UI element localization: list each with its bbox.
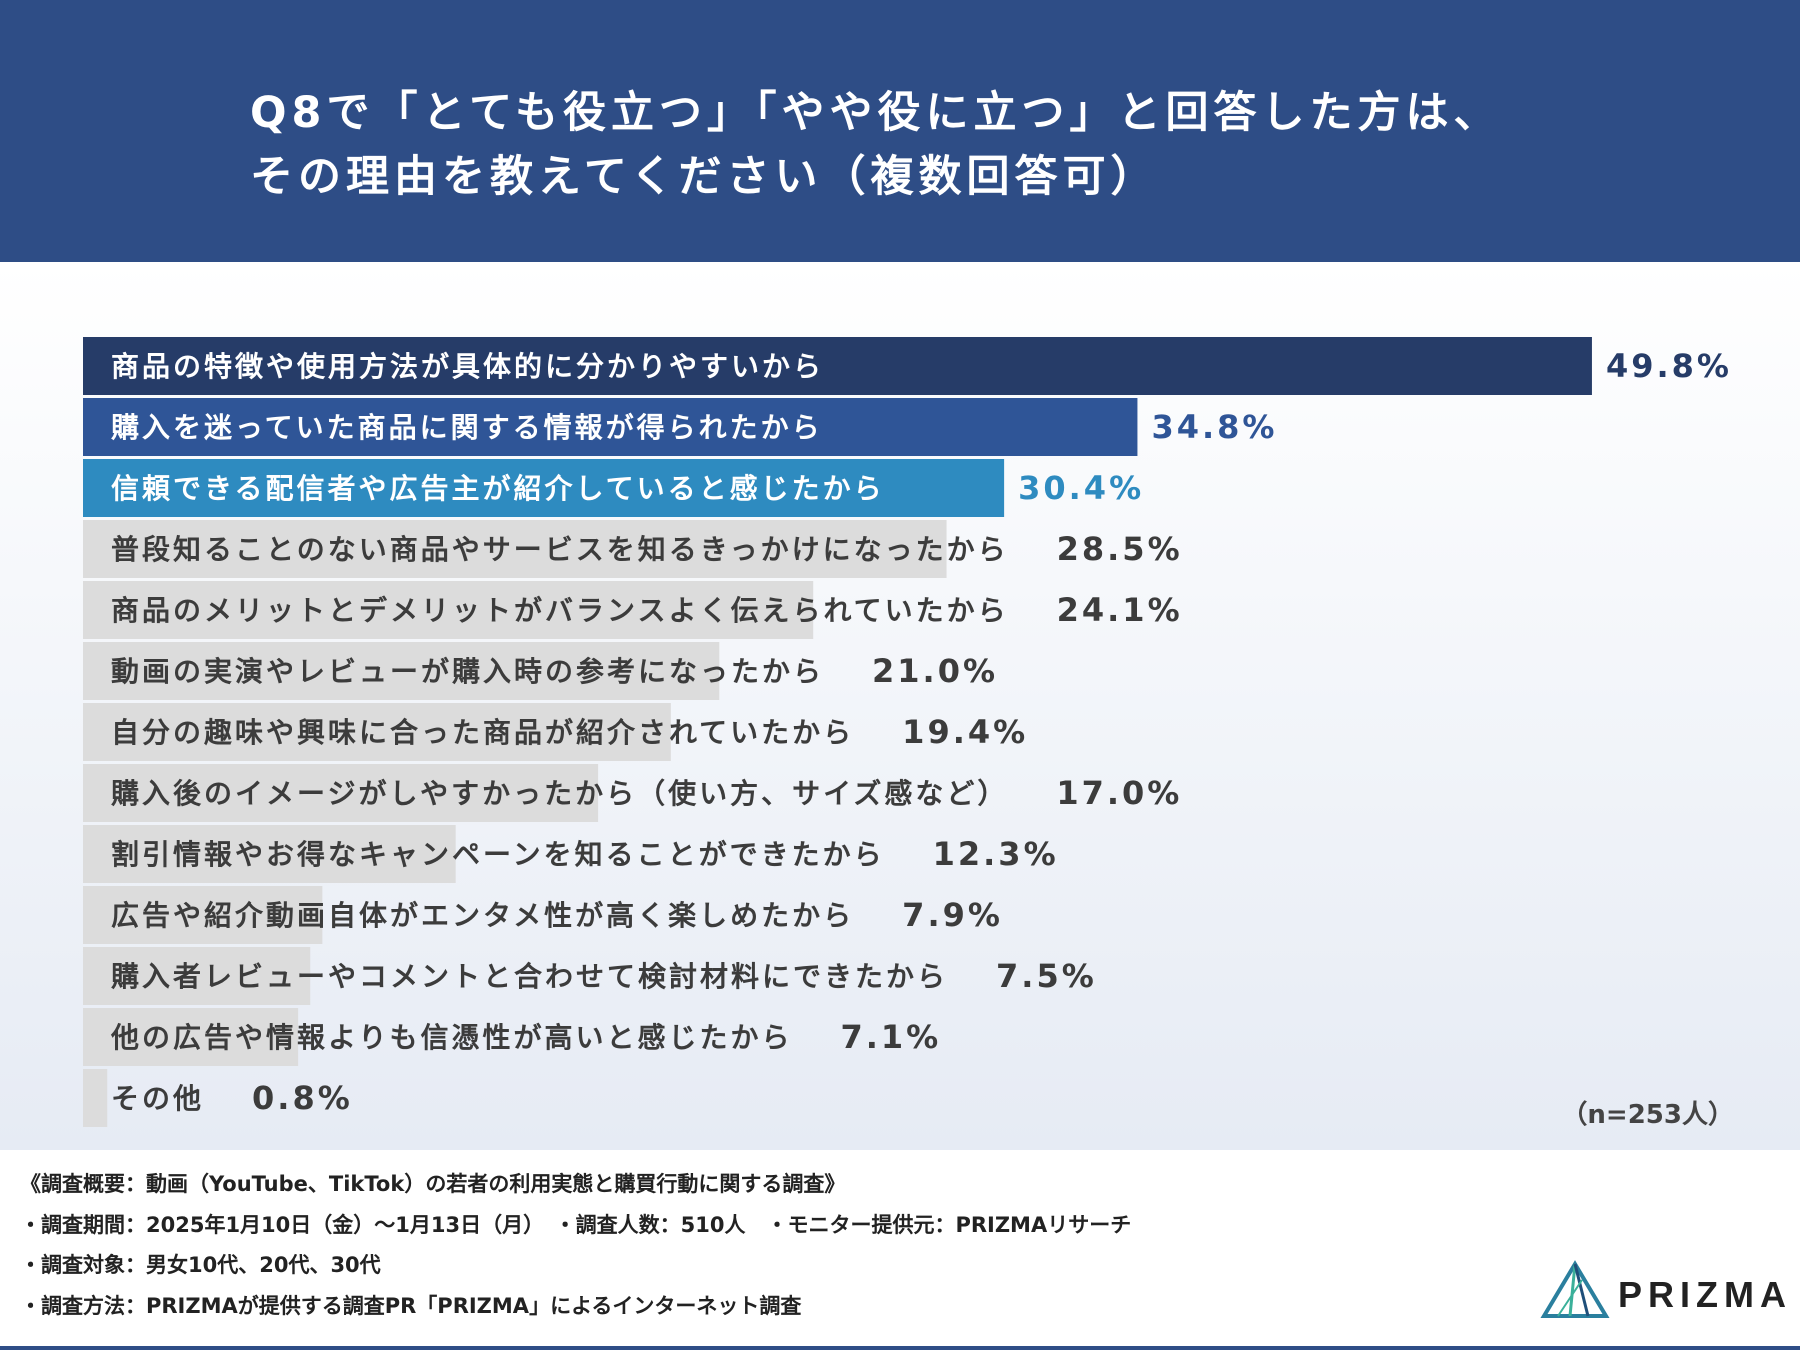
survey-footer: 《調査概要：動画（YouTube、TikTok）の若者の利用実態と購買行動に関す… (0, 1150, 1800, 1350)
bar-label-8: 割引情報やお得なキャンペーンを知ることができたから (111, 838, 885, 871)
value-label-6: 19.4% (902, 713, 1028, 751)
bar-6 (83, 703, 671, 761)
survey-period: ・調査期間：2025年1月10日（金）〜1月13日（月） ・調査人数：510人 … (20, 1213, 1132, 1237)
prizma-logo-text: PRIZMA (1618, 1274, 1792, 1315)
survey-method: ・調査方法：PRIZMAが提供する調査PR「PRIZMA」によるインターネット調… (20, 1294, 802, 1318)
sample-size-note: （n=253人） (1561, 1100, 1734, 1130)
value-label-11: 7.1% (840, 1018, 941, 1056)
bar-label-10: 購入者レビューやコメントと合わせて検討材料にできたから (111, 960, 948, 993)
value-label-9: 7.9% (902, 896, 1003, 934)
bar-8 (83, 825, 456, 883)
value-label-0: 49.8% (1606, 347, 1732, 385)
value-label-2: 30.4% (1018, 469, 1144, 507)
value-label-5: 21.0% (872, 652, 998, 690)
bar-label-12: その他 (111, 1082, 204, 1115)
bar-2 (83, 459, 1005, 517)
bar-label-7: 購入後のイメージがしやすかったから（使い方、サイズ感など） (111, 777, 1008, 810)
survey-target: ・調査対象：男女10代、20代、30代 (20, 1253, 381, 1277)
bar-label-9: 広告や紹介動画自体がエンタメ性が高く楽しめたから (111, 899, 854, 932)
value-label-10: 7.5% (996, 957, 1097, 995)
bar-10 (83, 947, 311, 1005)
bar-7 (83, 764, 599, 822)
bar-label-3: 普段知ることのない商品やサービスを知るきっかけになったから (111, 533, 1009, 566)
bar-chart: 商品の特徴や使用方法が具体的に分かりやすいから 49.8% 購入を迷っていた商品に関… (83, 337, 1732, 1127)
chart-area: 商品の特徴や使用方法が具体的に分かりやすいから 49.8% 購入を迷っていた商品に関… (0, 262, 1800, 1150)
bar-12 (83, 1069, 108, 1127)
value-label-1: 34.8% (1151, 408, 1277, 446)
bar-label-0: 商品の特徴や使用方法が具体的に分かりやすいから (111, 350, 824, 383)
prizma-logo: PRIZMA (1540, 1260, 1786, 1326)
value-label-7: 17.0% (1056, 774, 1182, 812)
value-label-3: 28.5% (1057, 530, 1183, 568)
value-label-4: 24.1% (1057, 591, 1183, 629)
question-title-line2: その理由を教えてください（複数回答可） (250, 152, 1159, 202)
bar-9 (83, 886, 323, 944)
header-banner: Q8で「とても役立つ」「やや役に立つ」と回答した方は、 その理由を教えてください… (0, 0, 1800, 262)
bar-label-11: 他の広告や情報よりも信憑性が高いと感じたから (110, 1021, 792, 1054)
bar-label-2: 信頼できる配信者や広告主が紹介していると感じたから (111, 472, 885, 505)
bar-4 (83, 581, 814, 639)
bar-11 (83, 1008, 299, 1066)
bar-label-5: 動画の実演やレビューが購入時の参考になったから (111, 655, 824, 688)
bar-0 (83, 337, 1592, 395)
bar-label-6: 自分の趣味や興味に合った商品が紹介されていたから (111, 716, 854, 749)
bar-1 (83, 398, 1138, 456)
question-title-line1: Q8で「とても役立つ」「やや役に立つ」と回答した方は、 (250, 88, 1502, 138)
value-label-8: 12.3% (933, 835, 1059, 873)
bar-3 (83, 520, 947, 578)
bar-5 (83, 642, 720, 700)
bar-label-1: 購入を迷っていた商品に関する情報が得られたから (111, 411, 823, 444)
value-label-12: 0.8% (252, 1079, 353, 1117)
survey-summary-title: 《調査概要：動画（YouTube、TikTok）の若者の利用実態と購買行動に関す… (20, 1172, 846, 1196)
prizma-triangle-logo-icon (1540, 1260, 1610, 1318)
footer-divider (0, 1346, 1800, 1350)
bar-label-4: 商品のメリットとデメリットがバランスよく伝えられていたから (111, 594, 1009, 627)
